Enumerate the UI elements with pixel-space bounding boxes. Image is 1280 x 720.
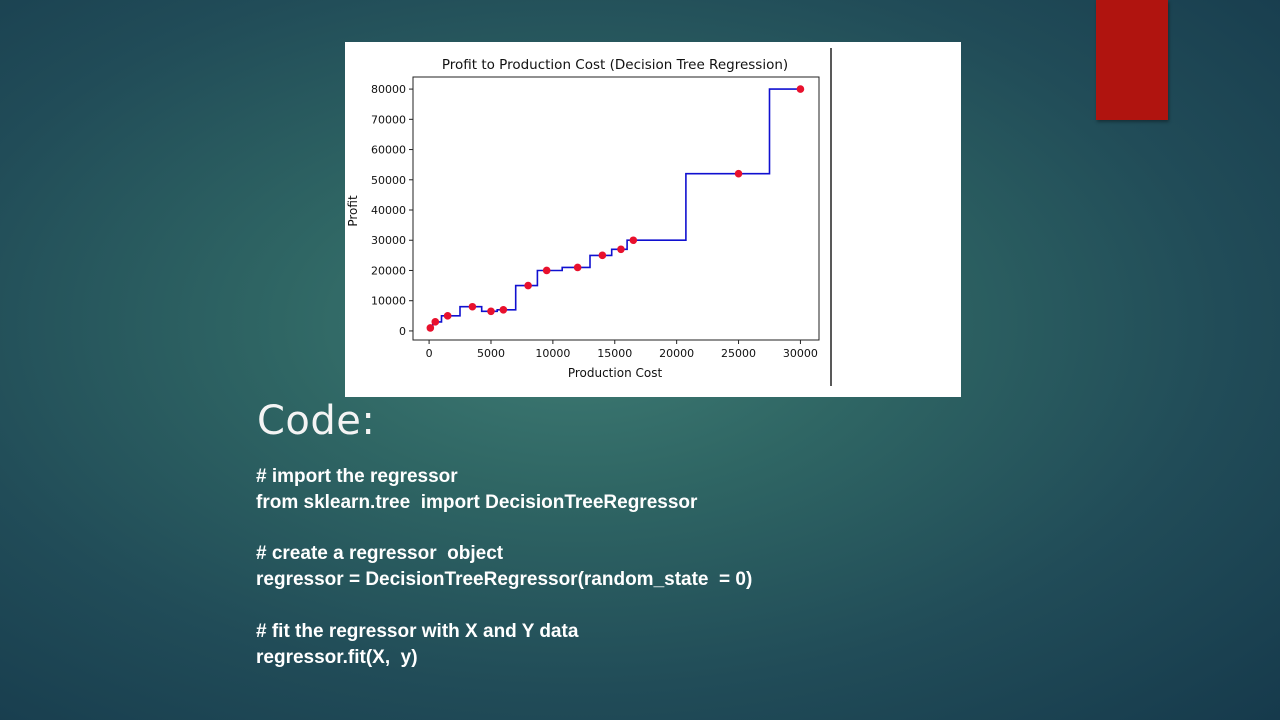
code-line: from sklearn.tree import DecisionTreeReg… xyxy=(256,491,698,513)
y-tick-label: 80000 xyxy=(371,83,406,96)
data-point xyxy=(617,245,625,254)
data-point xyxy=(468,302,477,311)
data-point xyxy=(629,236,638,245)
data-point xyxy=(487,307,495,316)
data-point xyxy=(796,85,805,93)
code-line xyxy=(256,516,956,542)
y-tick-label: 20000 xyxy=(371,264,406,277)
x-tick-label: 15000 xyxy=(597,347,632,360)
y-tick-label: 50000 xyxy=(371,174,406,187)
decision-tree-chart: Profit to Production Cost (Decision Tree… xyxy=(346,48,832,386)
x-axis-label: Production Cost xyxy=(568,366,663,380)
code-line: regressor = DecisionTreeRegressor(random… xyxy=(256,569,753,591)
plot-area: 0 5000 10000 15000 20000 25000 30000 0 10000 2000… xyxy=(371,76,820,360)
x-tick-label: 20000 xyxy=(659,347,694,360)
plot-frame xyxy=(412,76,820,341)
y-tick-label: 70000 xyxy=(371,113,406,126)
x-tick-label: 30000 xyxy=(783,347,818,360)
data-point xyxy=(524,281,532,290)
code-line xyxy=(256,593,956,619)
code-line: # create a regressor object xyxy=(256,543,504,565)
data-point xyxy=(573,263,582,272)
data-point xyxy=(443,312,452,320)
y-tick-label: 60000 xyxy=(371,144,406,157)
data-point xyxy=(542,266,551,275)
chart-title: Profit to Production Cost (Decision Tree… xyxy=(442,57,788,73)
x-tick-label: 10000 xyxy=(535,347,570,360)
code-line: # import the regressor xyxy=(256,466,458,487)
y-tick-label: 0 xyxy=(399,325,406,338)
x-tick-label: 5000 xyxy=(477,347,505,360)
data-point xyxy=(598,251,607,260)
code-block: # import the regressor from sklearn.tree… xyxy=(256,464,956,670)
accent-tab xyxy=(1096,0,1168,120)
regression-step-line xyxy=(429,88,801,329)
chart-panel: Profit to Production Cost (Decision Tree… xyxy=(345,42,961,397)
code-heading: Code: xyxy=(257,398,376,444)
data-point xyxy=(426,324,435,332)
y-tick-label: 10000 xyxy=(371,295,406,308)
code-line: regressor.fit(X, y) xyxy=(256,646,418,668)
data-point xyxy=(431,318,440,326)
data-point xyxy=(499,305,508,314)
y-axis-label: Profit xyxy=(346,195,360,227)
data-point xyxy=(734,169,743,178)
code-line: # fit the regressor with X and Y data xyxy=(256,620,579,642)
x-tick-label: 25000 xyxy=(721,347,756,360)
y-tick-label: 30000 xyxy=(371,234,406,247)
y-tick-label: 40000 xyxy=(371,204,406,217)
x-tick-label: 0 xyxy=(426,347,433,360)
